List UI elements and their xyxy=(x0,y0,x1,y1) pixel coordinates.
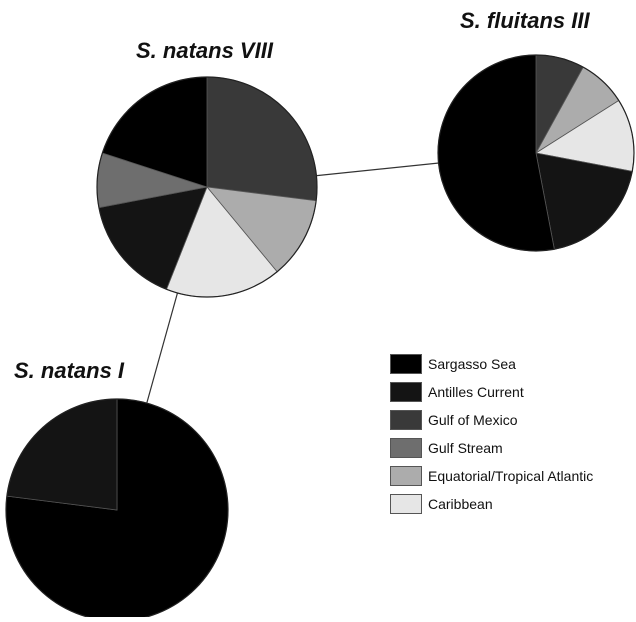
pie-outline xyxy=(96,76,318,298)
pie-s-fluitans-iii xyxy=(437,54,635,252)
legend-label: Sargasso Sea xyxy=(428,356,516,372)
pie-outline xyxy=(437,54,635,252)
legend-item-caribbean: Caribbean xyxy=(390,490,593,518)
legend-label: Gulf of Mexico xyxy=(428,412,518,428)
pie-slice-gulf-of-mexico xyxy=(206,76,318,202)
pie-s-natans-viii xyxy=(96,76,318,298)
legend-swatch xyxy=(390,466,422,486)
pie-title-s-natans-viii: S. natans VIII xyxy=(136,38,273,63)
legend-item-gulf-of-mexico: Gulf of Mexico xyxy=(390,406,593,434)
legend-swatch xyxy=(390,382,422,402)
legend-label: Equatorial/Tropical Atlantic xyxy=(428,468,594,484)
legend-label: Gulf Stream xyxy=(428,440,503,456)
legend-item-equatorial-tropical-atlantic: Equatorial/Tropical Atlantic xyxy=(390,462,593,490)
legend-swatch xyxy=(390,354,422,374)
legend-item-antilles-current: Antilles Current xyxy=(390,378,593,406)
pie-slice-antilles-current xyxy=(6,398,118,511)
legend-label: Caribbean xyxy=(428,496,493,512)
legend: Sargasso Sea Antilles Current Gulf of Me… xyxy=(390,350,593,518)
legend-item-sargasso-sea: Sargasso Sea xyxy=(390,350,593,378)
pie-title-s-natans-i: S. natans I xyxy=(14,358,125,383)
legend-item-gulf-stream: Gulf Stream xyxy=(390,434,593,462)
legend-label: Antilles Current xyxy=(428,384,524,400)
pie-title-s-fluitans-iii: S. fluitans III xyxy=(460,8,590,33)
legend-swatch xyxy=(390,438,422,458)
legend-swatch xyxy=(390,494,422,514)
legend-swatch xyxy=(390,410,422,430)
pie-s-natans-i xyxy=(5,398,229,622)
